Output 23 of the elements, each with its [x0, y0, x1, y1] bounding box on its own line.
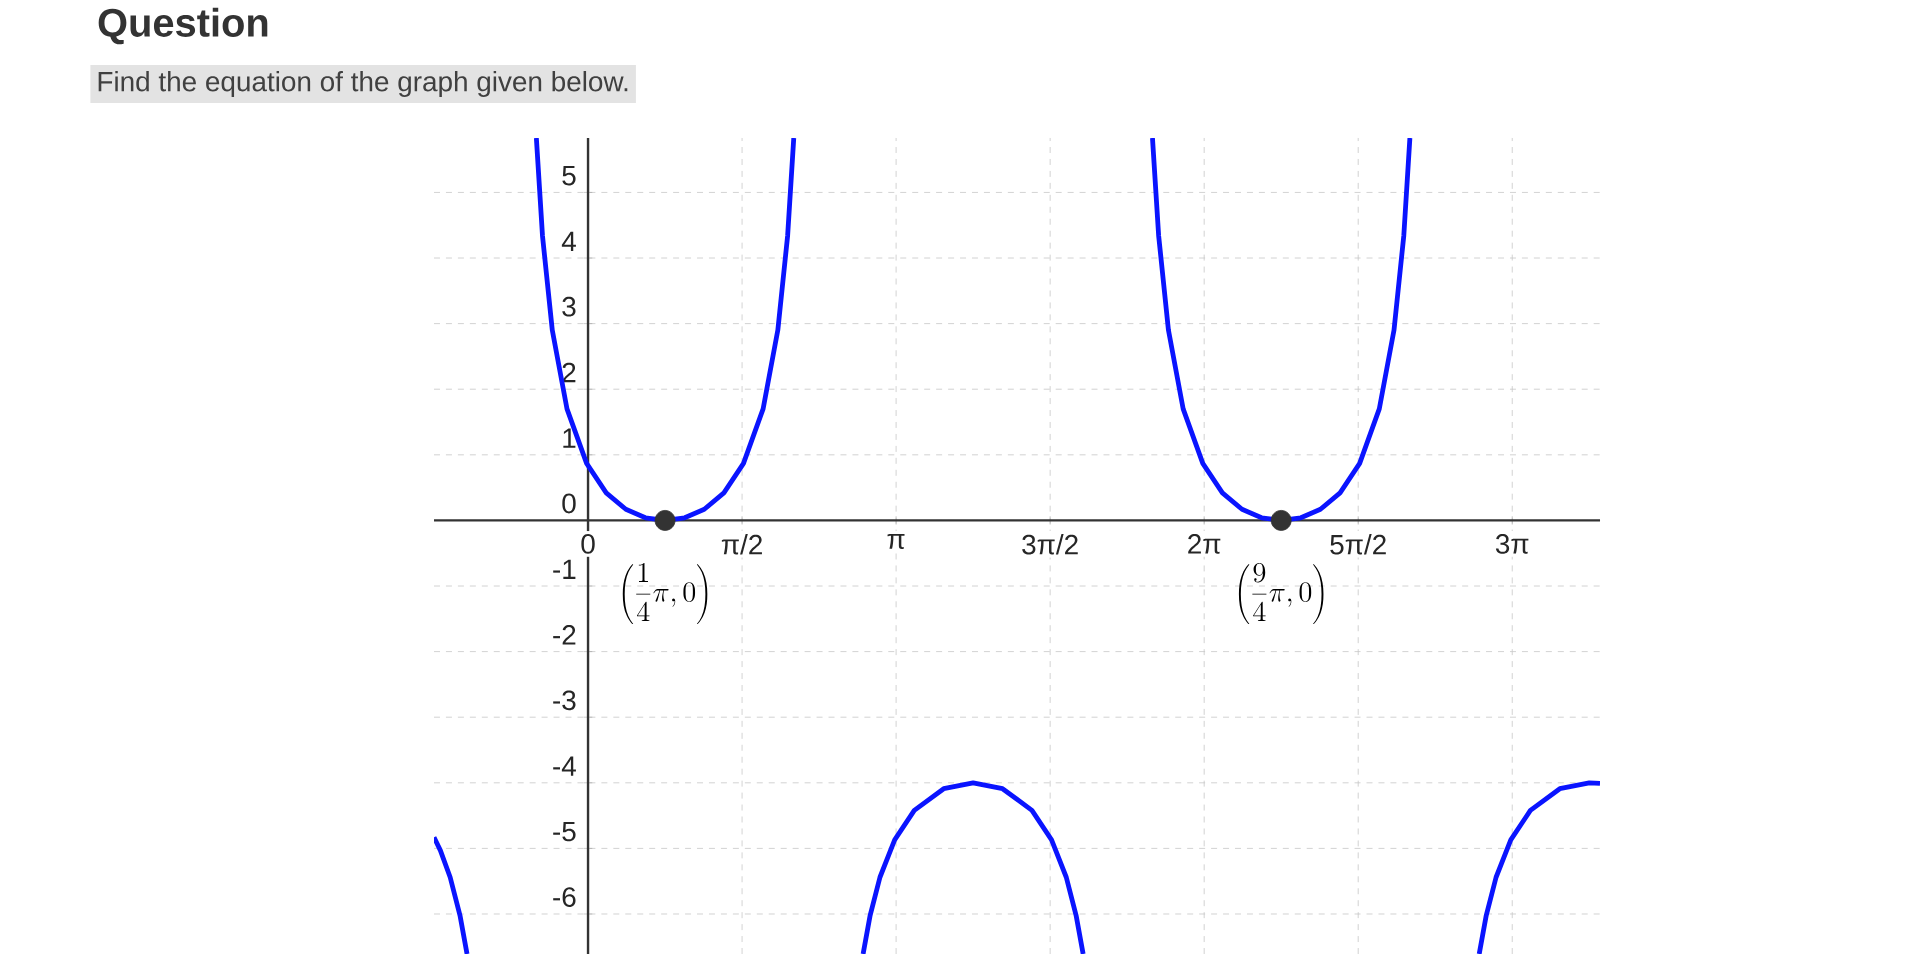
- y-tick-label: 4: [561, 231, 576, 251]
- y-tick-label: -1: [553, 559, 576, 579]
- x-tick-label: 5π/2: [1330, 534, 1386, 555]
- y-tick-label: -5: [553, 821, 576, 842]
- y-tick-label: 1: [563, 428, 576, 448]
- y-tick-label: -3: [553, 690, 576, 711]
- x-tick-label: 0: [581, 534, 595, 554]
- x-tick-label: π/2: [721, 534, 762, 555]
- y-tick-label: 0: [562, 493, 576, 514]
- annotation: $\left(\frac{1}{4}\pi, 0\right)$: [622, 562, 708, 625]
- x-tick-label: π: [887, 534, 905, 550]
- y-tick-label: -2: [553, 625, 576, 645]
- x-tick-label: 3π: [1495, 534, 1529, 554]
- annotation: $\left(\frac{9}{4}\pi, 0\right)$: [1238, 562, 1324, 625]
- y-tick-label: -4: [553, 756, 576, 776]
- x-tick-label: 2π: [1188, 534, 1221, 554]
- y-tick-label: 3: [562, 296, 576, 317]
- chart-title: Question: [98, 7, 268, 45]
- y-tick-label: -6: [553, 887, 576, 907]
- y-tick-label: 5: [562, 165, 576, 186]
- chart-subtitle: Find the equation of the graph given below.: [98, 70, 628, 97]
- x-tick-label: 3π/2: [1022, 534, 1078, 555]
- y-tick-label: 2: [562, 362, 576, 383]
